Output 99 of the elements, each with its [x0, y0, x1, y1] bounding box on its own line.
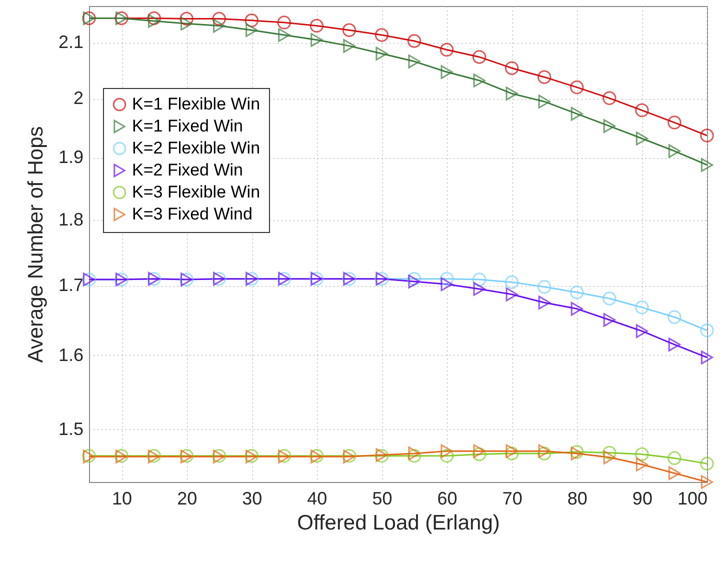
x-tick-label: 100 [677, 488, 708, 508]
point [374, 28, 389, 42]
point [213, 18, 226, 33]
point [376, 46, 388, 61]
point [700, 324, 714, 338]
point [473, 282, 486, 296]
point [407, 272, 422, 286]
x-tick-label: 30 [242, 488, 262, 508]
x-tick-label: 40 [307, 488, 328, 508]
point [700, 475, 714, 489]
point [506, 444, 518, 458]
point [473, 74, 486, 88]
point [408, 274, 420, 288]
y-tick-label: 1.5 [58, 418, 84, 439]
point [570, 106, 583, 121]
point [636, 132, 648, 146]
x-tick-label: 80 [567, 488, 588, 508]
x-tick-label: 70 [502, 488, 522, 508]
y-tick-label: 1.8 [58, 209, 84, 230]
point [504, 61, 519, 75]
point [407, 34, 422, 48]
point [538, 444, 550, 458]
x-tick-label: 20 [177, 488, 198, 508]
point [668, 144, 681, 158]
point [440, 277, 453, 292]
point [440, 448, 454, 463]
point [472, 272, 486, 286]
point [504, 275, 519, 290]
y-tick-label: 1.6 [58, 344, 84, 365]
point [700, 456, 714, 471]
point [310, 18, 324, 33]
point [602, 292, 616, 306]
point [408, 446, 420, 460]
point [440, 65, 453, 79]
point [342, 23, 356, 37]
point [636, 324, 648, 338]
point [472, 447, 486, 462]
point [537, 280, 552, 294]
point [310, 33, 323, 47]
point [602, 446, 616, 460]
point [212, 12, 226, 26]
point [506, 288, 518, 302]
y-tick-label: 1.9 [58, 147, 84, 168]
point [440, 444, 453, 458]
point [635, 447, 649, 462]
point [440, 272, 454, 286]
point [570, 302, 583, 316]
point [700, 128, 714, 142]
point [602, 91, 616, 106]
point [635, 300, 649, 314]
point [537, 70, 552, 84]
y-tick-label: 1.7 [58, 275, 84, 296]
point [277, 16, 292, 30]
legend-label: K=1 Flexible Win [132, 94, 260, 114]
x-tick-label: 10 [112, 488, 132, 508]
point [668, 466, 681, 480]
point [570, 285, 584, 300]
point [148, 14, 160, 28]
y-tick-label: 2.1 [58, 32, 84, 52]
point [407, 448, 422, 463]
x-tick-label: 60 [437, 488, 458, 508]
point [668, 451, 682, 466]
legend-label: K=3 Flexible Win [132, 182, 260, 202]
point [668, 310, 682, 324]
x-tick-label: 50 [372, 488, 392, 508]
point [180, 12, 194, 26]
point [570, 80, 584, 94]
legend-label: K=2 Flexible Win [132, 138, 260, 158]
point [180, 16, 193, 31]
point [668, 338, 681, 352]
point [668, 116, 682, 130]
y-axis-title: Average Number of Hops [24, 126, 48, 363]
legend-label: K=1 Fixed Win [132, 116, 244, 136]
point [278, 28, 290, 42]
point [603, 119, 616, 133]
point [700, 350, 714, 364]
x-axis-title: Offered Load (Erlang) [297, 512, 500, 534]
point [244, 14, 259, 28]
point [538, 296, 550, 310]
point [246, 23, 258, 37]
point [473, 444, 486, 458]
point [636, 458, 648, 472]
point [700, 158, 714, 172]
legend-label: K=2 Fixed Win [132, 160, 244, 180]
point [147, 11, 161, 26]
point [603, 313, 616, 327]
point [538, 94, 550, 108]
point [408, 54, 420, 68]
point [472, 50, 486, 64]
point [504, 446, 519, 460]
point [343, 39, 356, 53]
y-tick-label: 2 [73, 88, 84, 108]
point [537, 446, 552, 460]
point [603, 450, 616, 464]
x-tick-label: 90 [632, 488, 652, 508]
legend-label: K=3 Fixed Wind [132, 204, 252, 224]
point [635, 103, 649, 118]
point [506, 86, 518, 100]
point [440, 42, 454, 57]
